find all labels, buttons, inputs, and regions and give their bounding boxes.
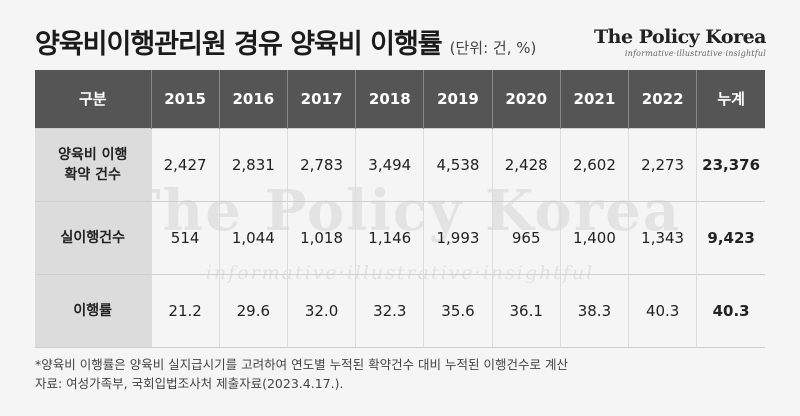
- table-row: 양육비 이행 확약 건수 2,427 2,831 2,783 3,494 4,5…: [35, 127, 765, 201]
- header-cell: 2022: [628, 70, 697, 128]
- brand-logo: The Policy Korea informative·illustrativ…: [594, 26, 766, 58]
- header-cell: 2018: [355, 70, 424, 128]
- row-label-line: 양육비 이행: [58, 146, 128, 163]
- table-cell: 32.0: [286, 273, 356, 348]
- title-row: 양육비이행관리원 경유 양육비 이행률 (단위: 건, %): [35, 22, 536, 61]
- table-cell: 2,831: [218, 127, 288, 201]
- row-label: 이행률: [35, 273, 151, 348]
- table-cell: 1,400: [559, 200, 629, 274]
- total-cell: 40.3: [696, 273, 765, 348]
- table-cell: 35.6: [423, 273, 493, 348]
- header-cell: 2015: [150, 70, 220, 128]
- total-cell: 9,423: [696, 200, 765, 274]
- table-cell: 21.2: [150, 273, 220, 348]
- header-cell: 2019: [423, 70, 493, 128]
- table-cell: 2,427: [150, 127, 220, 201]
- table-cell: 965: [491, 200, 561, 274]
- table-cell: 1,018: [286, 200, 356, 274]
- table-cell: 2,428: [491, 127, 561, 201]
- table-cell: 36.1: [491, 273, 561, 348]
- table-row: 이행률 21.2 29.6 32.0 32.3 35.6 36.1 38.3 4…: [35, 273, 765, 348]
- table-cell: 2,783: [286, 127, 356, 201]
- table-cell: 1,044: [218, 200, 288, 274]
- row-label-line: 확약 건수: [64, 166, 121, 183]
- source-line: 자료: 여성가족부, 국회입법조사처 제출자료(2023.4.17.).: [35, 376, 344, 391]
- table-cell: 2,273: [628, 127, 697, 201]
- footnote-line: *양육비 이행률은 양육비 실지급시기를 고려하여 연도별 누적된 확약건수 대…: [35, 357, 568, 372]
- unit-label: (단위: 건, %): [449, 39, 537, 57]
- footnote: *양육비 이행률은 양육비 실지급시기를 고려하여 연도별 누적된 확약건수 대…: [35, 355, 568, 393]
- row-label: 실이행건수: [35, 200, 151, 274]
- table-cell: 32.3: [355, 273, 424, 348]
- header-cell: 2020: [491, 70, 561, 128]
- header-cell: 2021: [559, 70, 629, 128]
- table-cell: 38.3: [559, 273, 629, 348]
- header-cell: 2017: [286, 70, 356, 128]
- header-cell: 누계: [696, 70, 765, 128]
- table-cell: 4,538: [423, 127, 493, 201]
- data-table: 구분 2015 2016 2017 2018 2019 2020 2021 20…: [35, 70, 765, 348]
- table-cell: 3,494: [355, 127, 424, 201]
- brand-name: The Policy Korea: [594, 26, 766, 48]
- total-cell: 23,376: [696, 127, 765, 201]
- header-cell: 2016: [218, 70, 288, 128]
- page-title: 양육비이행관리원 경유 양육비 이행률: [35, 29, 443, 60]
- table-cell: 2,602: [559, 127, 629, 201]
- row-label: 양육비 이행 확약 건수: [35, 127, 151, 201]
- header-cell: 구분: [35, 70, 151, 128]
- table-row: 실이행건수 514 1,044 1,018 1,146 1,993 965 1,…: [35, 200, 765, 274]
- table-cell: 1,993: [423, 200, 493, 274]
- table-header-row: 구분 2015 2016 2017 2018 2019 2020 2021 20…: [35, 70, 765, 128]
- table-cell: 1,343: [628, 200, 697, 274]
- brand-tagline: informative·illustrative·insightful: [624, 49, 766, 58]
- table-cell: 29.6: [218, 273, 288, 348]
- table-cell: 40.3: [628, 273, 697, 348]
- table-cell: 1,146: [355, 200, 424, 274]
- table-cell: 514: [150, 200, 220, 274]
